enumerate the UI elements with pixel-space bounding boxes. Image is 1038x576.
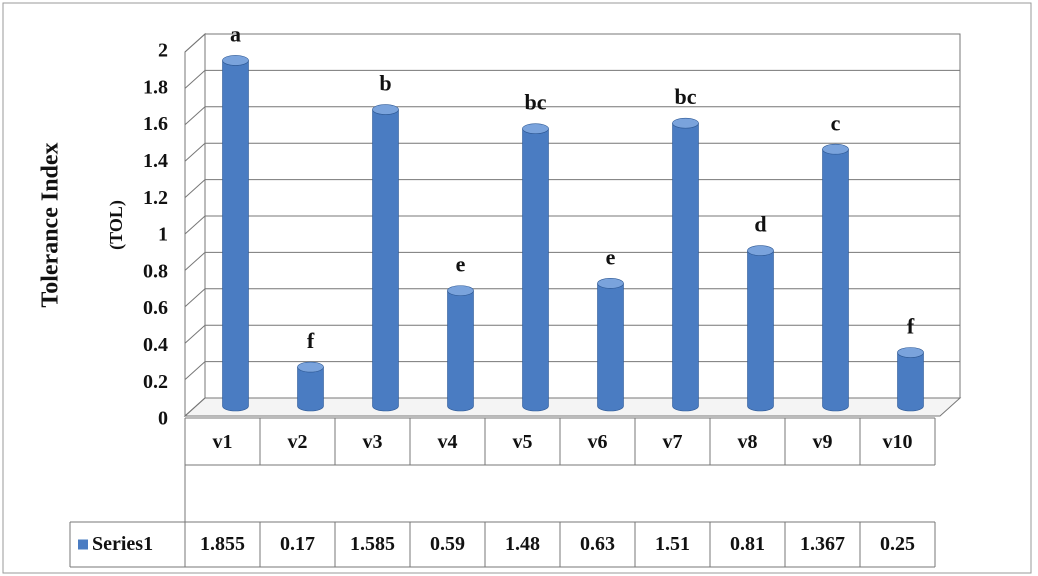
annotation: d bbox=[754, 212, 766, 237]
bar-top bbox=[447, 285, 474, 296]
grid-line bbox=[184, 215, 206, 235]
table-value: 0.25 bbox=[880, 533, 915, 555]
y-tick-label: 0.6 bbox=[143, 297, 168, 319]
table-value: 1.855 bbox=[200, 533, 245, 555]
table-value: 1.48 bbox=[505, 533, 540, 555]
table-value: 0.81 bbox=[730, 533, 765, 555]
x-tick-label: v4 bbox=[438, 431, 458, 453]
table-value: 0.63 bbox=[580, 533, 615, 555]
bar bbox=[372, 109, 399, 412]
table-value: 0.17 bbox=[280, 533, 315, 555]
annotation: bc bbox=[675, 84, 697, 109]
legend-label: Series1 bbox=[92, 533, 153, 555]
table-value: 1.51 bbox=[655, 533, 690, 555]
bar bbox=[222, 60, 249, 412]
annotation: e bbox=[456, 252, 466, 277]
y-tick-label: 1.4 bbox=[143, 150, 168, 172]
bar bbox=[672, 123, 699, 412]
annotation: c bbox=[831, 110, 841, 135]
table-value: 1.585 bbox=[350, 533, 395, 555]
bar bbox=[897, 352, 924, 412]
annotation: a bbox=[230, 21, 241, 46]
bar bbox=[297, 366, 324, 412]
bar-top bbox=[597, 278, 624, 289]
y-tick-label: 2 bbox=[158, 40, 168, 62]
grid-line bbox=[184, 106, 206, 126]
bar-top bbox=[372, 104, 399, 115]
annotation: b bbox=[379, 71, 391, 96]
grid-line bbox=[184, 397, 206, 417]
x-tick-label: v9 bbox=[813, 431, 833, 453]
y-tick-label: 1.2 bbox=[143, 187, 168, 209]
bar-top bbox=[747, 245, 774, 256]
bar bbox=[447, 290, 474, 412]
x-tick-label: v7 bbox=[663, 431, 683, 453]
y-tick-label: 0.2 bbox=[143, 371, 168, 393]
bar bbox=[822, 149, 849, 412]
grid-line bbox=[184, 252, 206, 271]
y-tick-label: 0.8 bbox=[143, 260, 168, 282]
table-value: 0.59 bbox=[430, 533, 465, 555]
bar-top bbox=[822, 143, 849, 155]
annotation: bc bbox=[525, 90, 547, 115]
grid-line bbox=[184, 179, 206, 198]
grid-line bbox=[184, 33, 206, 53]
y-tick-label: 0.4 bbox=[143, 334, 168, 356]
annotation: f bbox=[907, 314, 915, 339]
grid-line bbox=[184, 361, 206, 380]
x-tick-label: v1 bbox=[213, 431, 233, 453]
grid-line bbox=[184, 324, 206, 344]
x-tick-label: v10 bbox=[883, 431, 913, 453]
y-tick-label: 1.8 bbox=[143, 76, 168, 98]
y-axis-subtitle: (TOL) bbox=[106, 200, 127, 250]
x-tick-label: v5 bbox=[513, 431, 533, 453]
bar bbox=[747, 250, 774, 412]
bar bbox=[522, 128, 549, 412]
bar-top bbox=[297, 361, 324, 373]
bar-top bbox=[222, 55, 249, 66]
grid-line bbox=[184, 70, 206, 89]
annotation: e bbox=[606, 244, 616, 269]
grid-line bbox=[184, 288, 206, 308]
x-tick-label: v8 bbox=[738, 431, 758, 453]
x-tick-label: v6 bbox=[588, 431, 608, 453]
x-tick-label: v3 bbox=[363, 431, 383, 453]
y-axis-title: Tolerance Index bbox=[38, 142, 64, 307]
y-tick-label: 0 bbox=[158, 408, 168, 430]
grid-line bbox=[184, 142, 206, 162]
bar bbox=[597, 283, 624, 412]
y-tick-label: 1 bbox=[158, 224, 168, 246]
bar-top bbox=[897, 347, 924, 358]
bar-top bbox=[522, 123, 549, 134]
table-value: 1.367 bbox=[800, 533, 845, 555]
x-tick-label: v2 bbox=[288, 431, 308, 453]
legend-swatch bbox=[78, 539, 88, 550]
y-tick-label: 1.6 bbox=[143, 113, 168, 135]
bar-top bbox=[672, 117, 699, 129]
annotation: f bbox=[307, 328, 315, 353]
